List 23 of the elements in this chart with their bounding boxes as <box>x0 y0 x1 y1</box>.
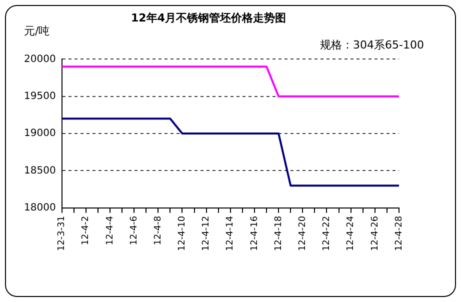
x-tick-label: 12-4-2 <box>81 216 92 246</box>
x-tick-label: 12-4-22 <box>322 216 332 252</box>
x-tick-label: 12-4-20 <box>298 216 308 252</box>
x-tick-label: 12-4-14 <box>226 216 236 252</box>
y-tick-label: 18500 <box>24 165 56 176</box>
x-tick-label: 12-3-31 <box>57 216 68 252</box>
y-tick-label: 18000 <box>24 202 56 214</box>
x-tick-label: 12-4-6 <box>129 216 140 246</box>
y-tick-label: 20000 <box>24 54 56 65</box>
x-tick-label: 12-4-8 <box>153 216 164 246</box>
x-tick-label: 12-4-18 <box>274 216 284 252</box>
text: 规格：304系65-100 <box>320 38 424 52</box>
x-tick-label: 12-4-28 <box>394 216 404 252</box>
x-tick-label: 12-4-24 <box>346 216 356 252</box>
x-tick-label: 12-4-12 <box>202 216 212 252</box>
x-tick-label: 12-4-4 <box>105 216 116 246</box>
x-tick-label: 12-4-10 <box>178 216 188 252</box>
y-axis-title: 元/吨 <box>24 24 50 38</box>
x-tick-label: 12-4-26 <box>370 216 380 252</box>
chart-title: 12年4月不锈钢管坯价格走势图 <box>131 11 286 24</box>
x-tick-label: 12-4-16 <box>250 216 260 252</box>
y-tick-label: 19000 <box>24 128 56 140</box>
y-tick-label: 19500 <box>24 90 56 102</box>
